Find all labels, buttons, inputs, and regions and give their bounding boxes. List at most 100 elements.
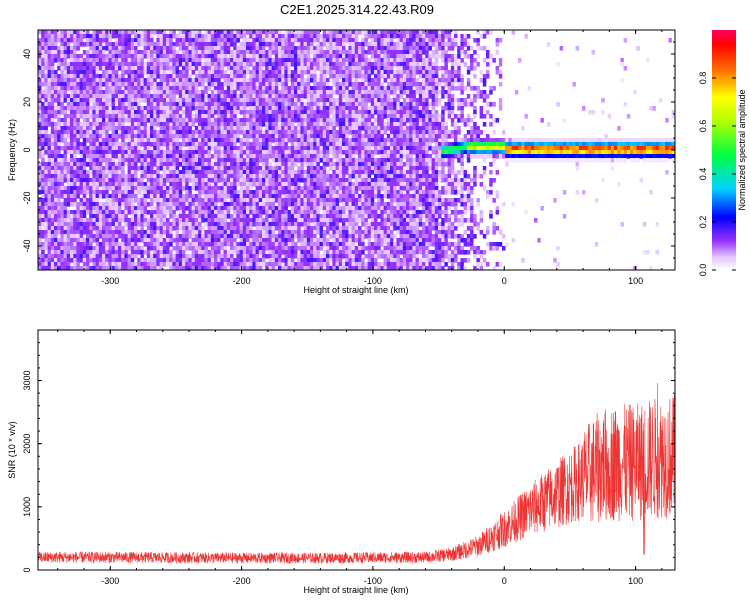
spectrogram-cell [303,102,308,107]
spectrogram-cell [188,66,192,71]
spectrogram-cell [214,182,218,187]
spectrogram-cell [198,54,202,59]
spectrogram-cell [127,266,132,270]
spectrogram-cell [210,146,215,151]
spectrogram-cell [105,234,109,239]
spectrogram-cell [268,74,272,79]
spectrogram-cell [143,190,148,195]
spectrogram-cell [198,82,202,87]
spectrogram-cell [271,174,276,179]
spectrogram-cell [188,126,192,131]
spectrogram-cell [294,162,298,167]
spectrogram-cell [124,190,128,195]
spectrogram-cell [306,150,311,155]
spectrogram-cell [204,134,208,139]
spectrogram-cell [201,242,205,247]
spectrogram-cell [86,70,90,75]
spectrogram-cell [303,50,308,55]
spectrogram-cell [220,166,224,171]
spectrogram-cell [105,82,109,87]
spectrogram-cell [182,38,186,43]
spectrogram-cell [140,198,144,203]
spectrogram-cell [121,198,125,203]
spectrogram-cell [185,134,189,139]
spectrogram-cell [118,150,122,155]
spectrogram-cell [207,170,212,175]
spectrogram-cell [310,126,314,131]
spectrogram-cell [239,162,244,167]
spectrogram-cell [201,262,205,267]
spectrogram-cell [297,222,301,227]
spectrogram-cell [124,58,128,63]
spectrogram-cell [297,106,301,111]
spectrogram-cell [271,74,276,79]
spectrogram-cell [166,82,170,87]
spectrogram-cell [105,170,109,175]
spectrogram-cell [313,166,317,171]
spectrogram-cell [140,250,144,255]
spectrogram-cell [124,266,128,270]
spectrogram-cell [134,78,138,83]
spectrogram-cell [236,126,240,131]
spectrogram-cell [162,90,167,95]
spectrogram-cell [63,246,68,251]
spectrogram-cell [89,222,93,227]
spectrogram-cell [92,126,96,131]
spectrogram-cell [207,34,212,39]
spectrogram-cell [220,74,224,79]
spectrogram-cell [201,234,205,239]
spectrogram-cell [236,58,240,63]
spectrogram-cell [60,70,64,75]
spectrogram-cell [98,46,103,51]
spectrogram-cell [310,138,314,143]
spectrogram-cell [169,134,173,139]
spectrogram-cell [297,182,301,187]
spectrogram-cell [70,246,74,251]
spectrogram-cell [204,158,208,163]
spectrogram-cell [76,46,80,51]
spectrogram-cell [242,246,247,251]
spectrogram-cell [198,230,202,235]
spectrogram-cell [169,58,173,63]
spectrogram-cell [118,198,122,203]
spectrogram-cell [156,266,160,270]
spectrogram-cell [313,86,317,91]
spectrogram-cell [156,134,160,139]
spectrogram-cell [236,198,240,203]
spectrogram-cell [38,182,42,187]
spectrogram-cell [236,110,240,115]
spectrogram-cell [111,262,116,267]
spectrogram-cell [162,86,167,91]
spectrogram-cell [175,78,180,83]
spectrogram-cell [236,106,240,111]
spectrogram-cell [89,38,93,43]
spectrogram-cell [262,194,266,199]
spectrogram-cell [146,190,151,195]
spectrogram-cell [175,262,180,267]
spectrogram-cell [188,110,192,115]
spectrogram-cell [214,54,218,59]
spectrogram-cell [63,118,68,123]
spectrogram-cell [303,178,308,183]
spectrogram-cell [258,142,263,147]
spectrogram-cell [191,90,196,95]
spectrogram-cell [66,70,71,75]
spectrogram-cell [281,110,285,115]
spectrogram-cell [162,198,167,203]
spectrogram-cell [79,110,84,115]
spectrogram-cell [207,238,212,243]
spectrogram-cell [268,198,272,203]
spectrogram-cell [284,126,288,131]
spectrogram-cell [194,182,199,187]
spectrogram-cell [66,198,71,203]
spectrogram-cell [73,214,77,219]
spectrogram-cell [191,154,196,159]
spectrogram-cell [246,114,250,119]
spectrogram-cell [188,106,192,111]
spectrogram-cell [310,90,314,95]
spectrogram-cell [230,62,234,67]
spectrogram-cell [50,62,55,67]
spectrogram-cell [297,102,301,107]
spectrogram-cell [162,66,167,71]
spectrogram-cell [166,46,170,51]
